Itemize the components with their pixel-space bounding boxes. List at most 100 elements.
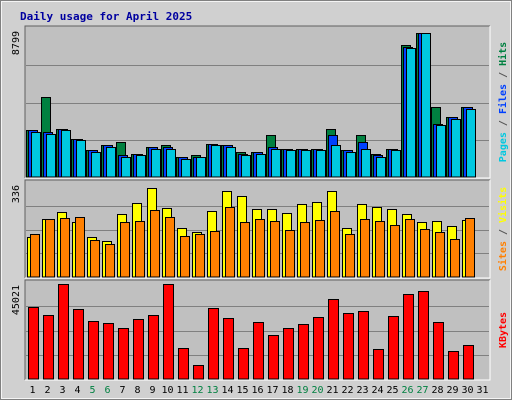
- bar-sites-day-17: [270, 221, 280, 278]
- bar-sites-day-15: [240, 222, 250, 278]
- panel-border-dark: [24, 25, 490, 178]
- bar-sites-day-30: [465, 218, 475, 278]
- bar-pages-day-27: [421, 33, 431, 178]
- bar-pages-day-25: [391, 150, 401, 178]
- x-tick-label: 29: [446, 385, 458, 396]
- bar-kbytes-day-26: [403, 294, 414, 380]
- x-tick-label: 19: [296, 385, 308, 396]
- bar-pages-day-23: [361, 149, 371, 178]
- x-tick-label: 11: [176, 385, 188, 396]
- legend-part-2: Files: [497, 84, 509, 114]
- bar-kbytes-day-24: [373, 349, 384, 380]
- panel-border-light: [25, 26, 491, 179]
- bar-kbytes-day-9: [148, 315, 159, 380]
- legend-kbytes: KBytes: [498, 312, 509, 348]
- bar-pages-day-10: [166, 149, 176, 178]
- bar-pages-day-12: [196, 157, 206, 178]
- legend-part-0: KBytes: [498, 312, 509, 348]
- bar-kbytes-day-29: [448, 351, 459, 380]
- bar-kbytes-day-22: [343, 313, 354, 380]
- bar-sites-day-8: [135, 221, 145, 278]
- bar-pages-day-22: [346, 152, 356, 178]
- x-tick-label: 30: [461, 385, 473, 396]
- bar-sites-day-7: [120, 222, 130, 278]
- bar-sites-day-2: [45, 219, 55, 278]
- legend-visits-sites: Sites / Visits: [497, 187, 509, 271]
- x-tick-label: 12: [191, 385, 203, 396]
- bar-kbytes-day-5: [88, 321, 99, 380]
- x-tick-label: 23: [356, 385, 368, 396]
- bar-kbytes-day-27: [418, 291, 429, 380]
- bar-kbytes-day-4: [73, 309, 84, 380]
- bar-sites-day-12: [195, 234, 205, 278]
- x-tick-label: 2: [44, 385, 50, 396]
- panel-border-light: [25, 180, 491, 279]
- bar-pages-day-18: [286, 150, 296, 178]
- bar-pages-day-28: [436, 125, 446, 178]
- bar-kbytes-day-7: [118, 328, 129, 380]
- x-tick-label: 7: [119, 385, 125, 396]
- bar-pages-day-16: [256, 154, 266, 178]
- bar-sites-day-28: [435, 232, 445, 278]
- bar-sites-day-11: [180, 236, 190, 278]
- bar-sites-day-29: [450, 239, 460, 278]
- bar-kbytes-day-18: [283, 328, 294, 380]
- x-tick-label: 20: [311, 385, 323, 396]
- bar-sites-day-14: [225, 207, 235, 278]
- bar-pages-day-21: [331, 145, 341, 178]
- x-tick-label: 21: [326, 385, 338, 396]
- x-tick-label: 16: [251, 385, 263, 396]
- legend-part-0: Pages: [498, 132, 509, 162]
- panel-hits-files-pages: 8799 Pages / Files / Hits: [11, 25, 509, 179]
- x-tick-label: 28: [431, 385, 443, 396]
- bar-pages-day-4: [76, 140, 86, 178]
- bar-kbytes-day-6: [103, 323, 114, 380]
- bar-kbytes-day-19: [298, 324, 309, 380]
- panel-kbytes: 45021 KBytes: [11, 279, 509, 381]
- bar-pages-day-5: [91, 152, 101, 178]
- bar-kbytes-day-30: [463, 345, 474, 380]
- bar-pages-day-2: [46, 134, 56, 178]
- bar-sites-day-5: [90, 240, 100, 278]
- bar-pages-day-7: [121, 157, 131, 178]
- legend-hits-files-pages: Pages / Files / Hits: [497, 42, 509, 162]
- panel-border-light: [25, 280, 491, 381]
- bar-sites-day-21: [330, 211, 340, 278]
- y-axis-max-label: 45021: [11, 285, 22, 315]
- legend-part-2: Visits: [497, 187, 509, 223]
- x-tick-label: 15: [236, 385, 248, 396]
- bar-kbytes-day-21: [328, 299, 339, 380]
- bar-kbytes-day-13: [208, 308, 219, 380]
- bar-pages-day-17: [271, 149, 281, 178]
- bar-sites-day-4: [75, 217, 85, 278]
- bar-kbytes-day-20: [313, 317, 324, 380]
- x-tick-label: 10: [161, 385, 173, 396]
- bar-kbytes-day-15: [238, 348, 249, 380]
- bar-kbytes-day-17: [268, 335, 279, 380]
- bar-sites-day-27: [420, 229, 430, 278]
- bar-kbytes-day-23: [358, 311, 369, 380]
- bar-pages-day-9: [151, 149, 161, 178]
- legend-part-3: /: [498, 66, 509, 84]
- x-tick-label: 27: [416, 385, 428, 396]
- y-axis-max-label: 336: [11, 185, 22, 203]
- legend-part-0: Sites: [497, 241, 509, 271]
- bar-sites-day-18: [285, 230, 295, 278]
- bar-pages-day-1: [31, 132, 41, 178]
- bar-sites-day-20: [315, 220, 325, 278]
- bar-sites-day-25: [390, 225, 400, 278]
- bar-sites-day-22: [345, 234, 355, 278]
- bar-sites-day-9: [150, 210, 160, 278]
- bar-kbytes-day-8: [133, 319, 144, 380]
- x-tick-label: 24: [371, 385, 383, 396]
- bar-pages-day-26: [406, 48, 416, 178]
- bars-kbytes: [28, 284, 474, 380]
- x-tick-label: 1: [29, 385, 35, 396]
- x-axis-day-labels: 1 2 3 4 5 6 7 8 9 10 11 12 13 14 15 16 17 18 19 20 21 22 23 24 2…: [29, 385, 488, 396]
- bar-pages-day-29: [451, 119, 461, 178]
- x-tick-label: 4: [74, 385, 80, 396]
- legend-part-4: Hits: [497, 42, 509, 66]
- bar-sites-day-10: [165, 217, 175, 278]
